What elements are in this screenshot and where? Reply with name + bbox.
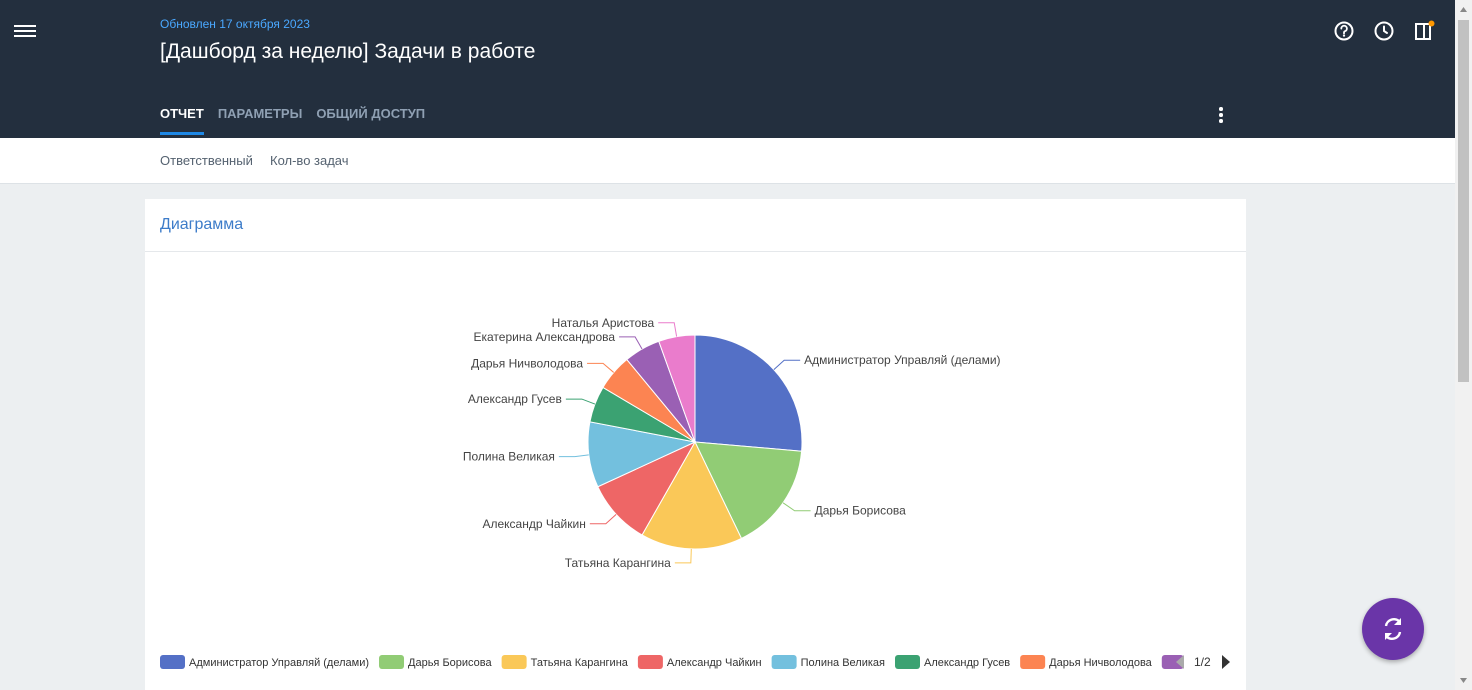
history-icon[interactable]: [1373, 20, 1395, 42]
label-leader: [773, 359, 801, 371]
scroll-down-icon[interactable]: [1455, 670, 1472, 690]
legend-item[interactable]: Дарья Ничволодова: [1049, 657, 1153, 669]
legend-prev-icon[interactable]: [1176, 655, 1184, 669]
label-leader: [674, 548, 692, 564]
chart-card: Диаграмма Администратор Управляй (делами…: [145, 199, 1246, 690]
page-scrollbar[interactable]: [1455, 0, 1472, 690]
tab-report[interactable]: ОТЧЕТ: [160, 106, 204, 135]
slice-label: Александр Гусев: [468, 392, 562, 406]
scroll-up-icon[interactable]: [1455, 0, 1472, 20]
slice-label: Дарья Ничволодова: [471, 356, 583, 370]
legend-swatch[interactable]: [160, 655, 185, 669]
card-title: Диаграмма: [160, 216, 244, 233]
legend-item[interactable]: Администратор Управляй (делами): [189, 657, 369, 669]
scrollbar-thumb[interactable]: [1458, 20, 1469, 382]
slice-label: Александр Чайкин: [482, 517, 585, 531]
page-title: [Дашборд за неделю] Задачи в работе: [160, 40, 536, 63]
pie-slice[interactable]: [658, 334, 696, 443]
legend-page: 1/2: [1194, 655, 1211, 669]
more-vert-icon[interactable]: [1218, 107, 1224, 125]
slice-label: Дарья Борисова: [815, 504, 907, 518]
menu-icon[interactable]: [14, 22, 36, 40]
legend-swatch[interactable]: [379, 655, 405, 669]
label-leader: [658, 322, 678, 337]
legend-swatch[interactable]: [637, 655, 663, 669]
label-leader: [782, 502, 811, 512]
slice-label: Наталья Аристова: [552, 316, 655, 330]
help-icon[interactable]: [1333, 20, 1355, 42]
label-leader: [589, 513, 617, 525]
pie-slice[interactable]: [694, 441, 803, 540]
legend-swatch[interactable]: [895, 655, 920, 669]
updated-date: Обновлен 17 октября 2023: [160, 17, 310, 31]
pie-chart: Администратор Управляй (делами) Дарья Бор…: [160, 316, 1230, 669]
sync-icon: [1384, 618, 1402, 640]
legend-item[interactable]: Татьяна Карангина: [531, 657, 629, 669]
field-task-count[interactable]: Кол-во задач: [270, 153, 349, 168]
legend-item[interactable]: Александр Чайкин: [667, 657, 762, 669]
legend-item[interactable]: Полина Великая: [801, 657, 885, 669]
field-responsible[interactable]: Ответственный: [160, 153, 253, 168]
slice-label: Полина Великая: [463, 450, 555, 464]
tab-bar: ОТЧЕТ ПАРАМЕТРЫ ОБЩИЙ ДОСТУП: [160, 106, 425, 135]
tab-sharing[interactable]: ОБЩИЙ ДОСТУП: [316, 106, 426, 121]
legend-swatch[interactable]: [501, 655, 527, 669]
refresh-button[interactable]: [1362, 598, 1424, 660]
label-leader: [565, 398, 596, 405]
slice-label: Екатерина Александрова: [473, 330, 615, 344]
panel-icon[interactable]: [1413, 20, 1435, 42]
legend-next-icon[interactable]: [1222, 655, 1230, 669]
card-divider: [145, 251, 1246, 252]
tab-parameters[interactable]: ПАРАМЕТРЫ: [217, 106, 303, 121]
header-actions: [1333, 20, 1435, 42]
legend-swatch[interactable]: [1020, 655, 1046, 669]
fields-bar: Ответственный Кол-во задач: [0, 138, 1455, 184]
legend-swatch[interactable]: [771, 655, 797, 669]
pie-slice[interactable]: [694, 334, 803, 452]
legend-item[interactable]: Дарья Борисова: [408, 657, 492, 669]
slice-label: Татьяна Карангина: [565, 556, 671, 570]
app-header: Обновлен 17 октября 2023 [Дашборд за нед…: [0, 0, 1455, 138]
legend-swatch[interactable]: [1161, 655, 1184, 669]
label-leader: [619, 336, 643, 350]
label-leader: [558, 454, 589, 458]
label-leader: [587, 362, 615, 373]
slice-label: Администратор Управляй (делами): [804, 353, 1000, 367]
legend-item[interactable]: Александр Гусев: [924, 657, 1010, 669]
